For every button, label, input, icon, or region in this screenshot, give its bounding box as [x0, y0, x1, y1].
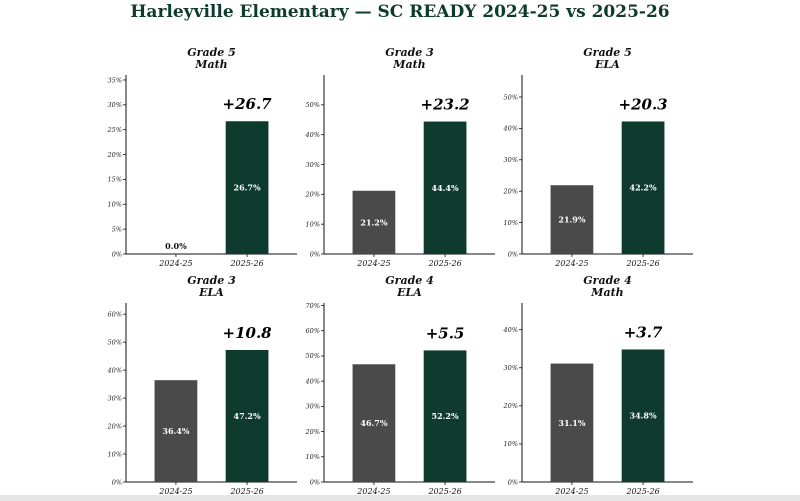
y-tick-label: 30%: [504, 364, 518, 372]
bar-value-label: 31.1%: [558, 418, 585, 428]
y-tick-label: 20%: [107, 151, 122, 159]
bar-value-label: 47.2%: [234, 411, 261, 421]
y-tick-label: 40%: [107, 366, 122, 374]
y-tick-label: 30%: [306, 161, 320, 169]
change-label: +10.8: [223, 324, 273, 342]
x-tick-label: 2024-25: [158, 259, 192, 268]
bar-value-label: 42.2%: [630, 183, 657, 193]
y-tick-label: 30%: [108, 101, 122, 109]
x-tick-label: 2025-26: [427, 259, 461, 268]
bottom-scroll-strip: [0, 495, 800, 501]
y-tick-label: 10%: [306, 453, 320, 461]
y-tick-label: 0%: [508, 250, 518, 258]
y-tick-label: 5%: [112, 225, 122, 233]
bar-2025-26: [621, 349, 665, 482]
bar-2025-26: [621, 121, 665, 254]
y-tick-label: 10%: [306, 220, 320, 228]
bar-2025-26: [423, 121, 467, 254]
bar-2024-25: [550, 363, 594, 482]
panel-title-grade: Grade 4: [583, 274, 632, 287]
bar-2025-26: [225, 349, 269, 482]
bar-value-label: 21.9%: [558, 215, 585, 225]
bar-value-label: 36.4%: [162, 426, 189, 436]
y-tick-label: 0%: [112, 250, 122, 258]
y-tick-label: 10%: [108, 450, 122, 458]
x-tick-label: 2024-25: [554, 487, 588, 496]
y-tick-label: 20%: [503, 187, 518, 195]
y-tick-label: 20%: [305, 428, 320, 436]
bar-2024-25: [154, 380, 198, 482]
y-tick-label: 50%: [306, 352, 320, 360]
bar-value-label: 46.7%: [360, 418, 387, 428]
x-tick-label: 2025-26: [625, 259, 659, 268]
panel-title-subject: ELA: [396, 286, 422, 299]
change-label: +5.5: [426, 324, 465, 342]
y-tick-label: 10%: [504, 219, 518, 227]
panel-title-subject: Math: [392, 58, 425, 71]
x-tick-label: 2024-25: [554, 259, 588, 268]
y-tick-label: 25%: [107, 126, 122, 134]
y-tick-label: 40%: [305, 377, 320, 385]
bar-2024-25: [352, 190, 396, 254]
y-tick-label: 50%: [306, 101, 320, 109]
bar-value-label: 34.8%: [630, 411, 657, 421]
y-tick-label: 10%: [108, 201, 122, 209]
change-label: +20.3: [619, 95, 668, 113]
y-tick-label: 0%: [112, 478, 122, 486]
x-tick-label: 2025-26: [427, 487, 461, 496]
panel-title-subject: Math: [194, 58, 227, 71]
y-tick-label: 0%: [508, 478, 518, 486]
y-tick-label: 30%: [108, 394, 122, 402]
y-tick-label: 40%: [503, 326, 518, 334]
change-label: +26.7: [223, 95, 273, 113]
x-tick-label: 2024-25: [158, 487, 192, 496]
bar-value-label: 21.2%: [360, 217, 387, 227]
x-tick-label: 2025-26: [229, 487, 263, 496]
change-label: +23.2: [421, 96, 470, 114]
y-tick-label: 30%: [504, 156, 518, 164]
page-title: Harleyville Elementary — SC READY 2024-2…: [130, 2, 670, 22]
y-tick-label: 10%: [504, 440, 518, 448]
x-tick-label: 2025-26: [229, 259, 263, 268]
y-tick-label: 60%: [306, 327, 320, 335]
bar-value-label: 44.4%: [432, 183, 459, 193]
panel-title-grade: Grade 5: [187, 46, 236, 59]
bar-value-label: 26.7%: [234, 183, 261, 193]
y-tick-label: 35%: [108, 76, 122, 84]
panel-title-grade: Grade 4: [385, 274, 434, 287]
bar-2025-26: [423, 350, 467, 482]
bar-2024-25: [550, 185, 594, 254]
y-tick-label: 30%: [306, 403, 320, 411]
bar-value-label: 52.2%: [432, 411, 459, 421]
x-tick-label: 2025-26: [625, 487, 659, 496]
y-tick-label: 40%: [305, 131, 320, 139]
panel-title-grade: Grade 5: [583, 46, 632, 59]
change-label: +3.7: [624, 323, 663, 341]
panel-title-subject: Math: [590, 286, 623, 299]
panel-title-grade: Grade 3: [385, 46, 434, 59]
bar-2025-26: [225, 121, 269, 254]
y-tick-label: 20%: [305, 191, 320, 199]
y-tick-label: 70%: [306, 302, 320, 310]
y-tick-label: 60%: [108, 310, 122, 318]
y-tick-label: 50%: [108, 338, 122, 346]
panel-title-grade: Grade 3: [187, 274, 236, 287]
panel-title-subject: ELA: [594, 58, 620, 71]
bar-value-label: 0.0%: [165, 241, 187, 251]
y-tick-label: 20%: [503, 402, 518, 410]
y-tick-label: 0%: [310, 478, 320, 486]
x-tick-label: 2024-25: [356, 259, 390, 268]
bar-2024-25: [352, 364, 396, 482]
y-tick-label: 15%: [108, 176, 122, 184]
y-tick-label: 0%: [310, 250, 320, 258]
x-tick-label: 2024-25: [356, 487, 390, 496]
y-tick-label: 20%: [107, 422, 122, 430]
panel-title-subject: ELA: [198, 286, 224, 299]
y-tick-label: 50%: [504, 93, 518, 101]
y-tick-label: 40%: [503, 125, 518, 133]
